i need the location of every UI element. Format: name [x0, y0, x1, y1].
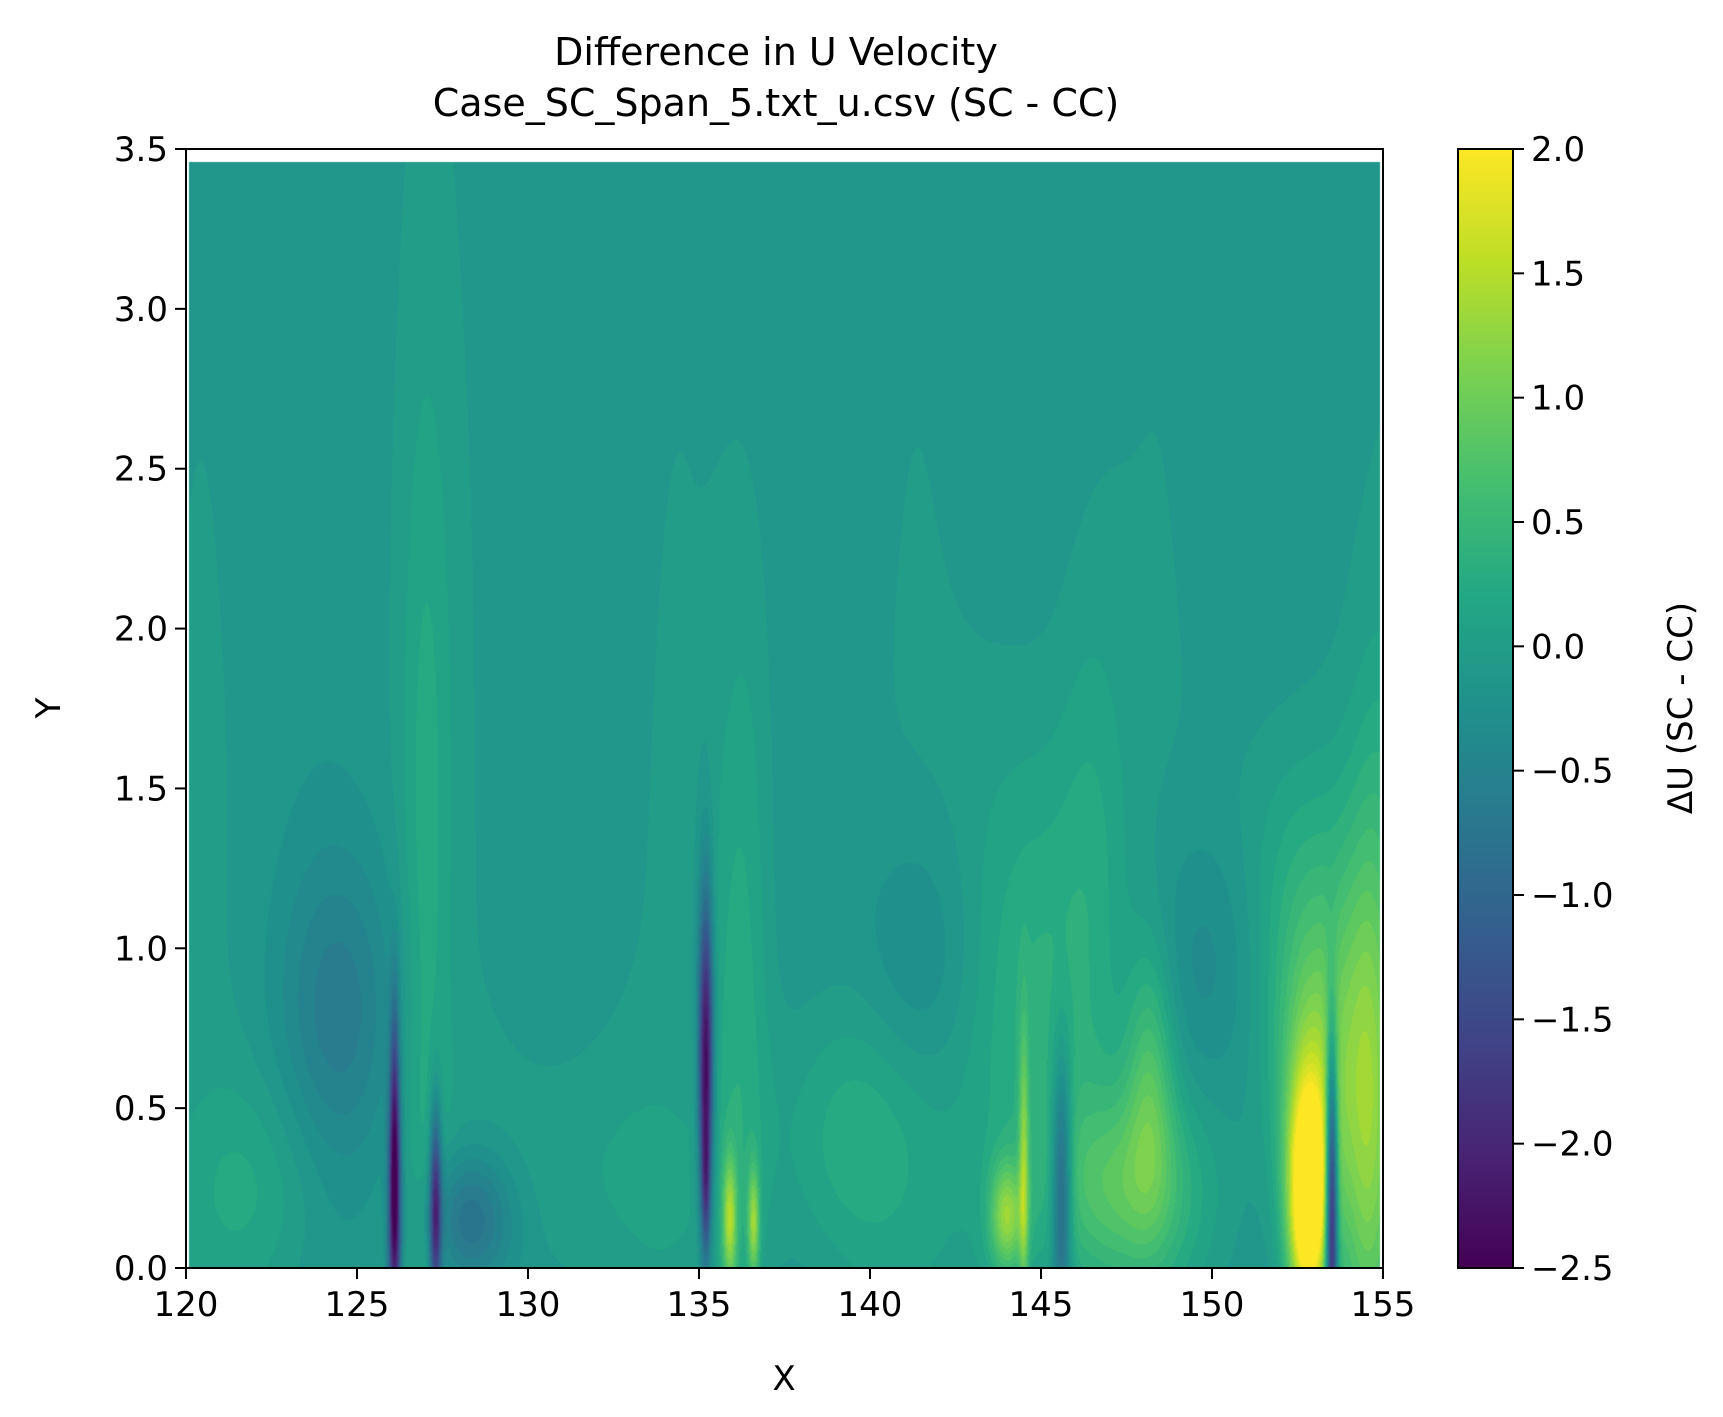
plot-frame — [185, 148, 1384, 1269]
y-axis-label: Y — [29, 697, 69, 719]
colorbar-tick-label: 1.0 — [1531, 379, 1585, 419]
colorbar-tick-label: 2.0 — [1531, 130, 1585, 170]
y-tick-label: 0.5 — [114, 1089, 168, 1129]
y-axis-ticks: 0.0 0.5 1.0 1.5 2.0 2.5 3.0 3.5 — [114, 130, 186, 1289]
colorbar-tick-label: −0.5 — [1531, 752, 1614, 792]
colorbar-tick-label: 0.5 — [1531, 503, 1585, 543]
heatmap-canvas-holder — [186, 149, 1383, 1268]
y-tick-label: 2.5 — [114, 450, 168, 490]
x-tick-label: 150 — [1180, 1285, 1245, 1325]
x-tick-label: 155 — [1351, 1285, 1416, 1325]
colorbar-ticks: −2.5 −2.0 −1.5 −1.0 −0.5 0.0 0.5 1.0 1.5 2.0 — [1513, 130, 1614, 1289]
x-tick-label: 125 — [325, 1285, 390, 1325]
x-tick-label: 120 — [154, 1285, 219, 1325]
colorbar-tick-label: 1.5 — [1531, 254, 1585, 294]
colorbar — [1457, 148, 1514, 1269]
chart-subtitle: Case_SC_Span_5.txt_u.csv (SC - CC) — [433, 81, 1119, 125]
colorbar-tick-label: −2.5 — [1531, 1249, 1614, 1289]
y-tick-label: 3.0 — [114, 290, 168, 330]
x-tick-label: 145 — [1009, 1285, 1074, 1325]
y-tick-label: 1.5 — [114, 769, 168, 809]
y-tick-label: 1.0 — [114, 929, 168, 969]
y-tick-label: 2.0 — [114, 610, 168, 650]
colorbar-tick-label: −1.0 — [1531, 876, 1614, 916]
x-axis-label: X — [772, 1359, 795, 1399]
x-axis-ticks: 120 125 130 135 140 145 150 155 — [154, 1268, 1416, 1325]
x-tick-label: 135 — [667, 1285, 732, 1325]
x-tick-label: 140 — [838, 1285, 903, 1325]
y-tick-label: 0.0 — [114, 1249, 168, 1289]
x-tick-label: 130 — [496, 1285, 561, 1325]
colorbar-tick-label: −1.5 — [1531, 1000, 1614, 1040]
heatmap-canvas — [186, 149, 1383, 1268]
chart-title: Difference in U Velocity — [554, 30, 998, 74]
colorbar-tick-label: 0.0 — [1531, 627, 1585, 667]
y-tick-label: 3.5 — [114, 130, 168, 170]
colorbar-label: ΔU (SC - CC) — [1661, 602, 1701, 814]
colorbar-tick-label: −2.0 — [1531, 1125, 1614, 1165]
